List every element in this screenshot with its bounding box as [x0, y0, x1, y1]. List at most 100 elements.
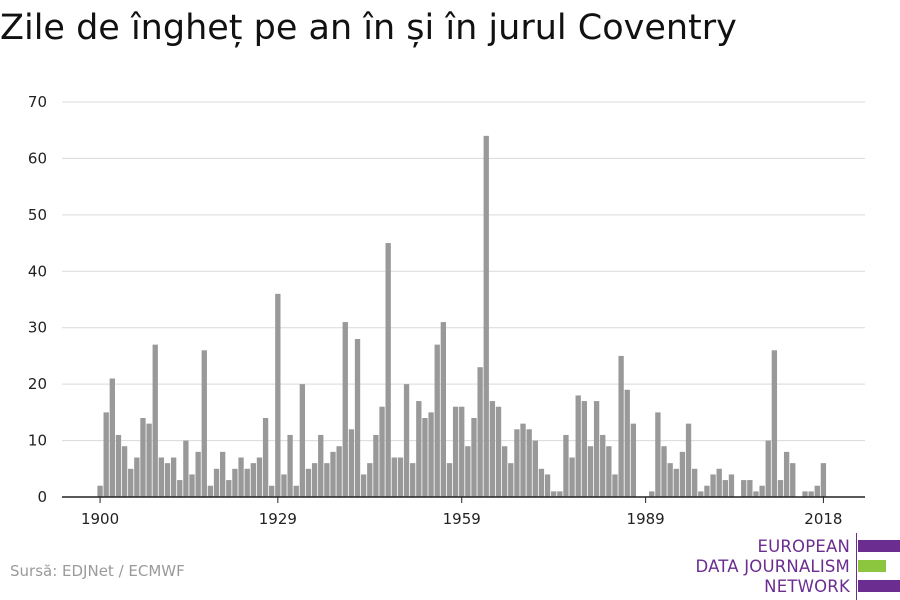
bar-1928[interactable] — [269, 485, 275, 497]
bar-2018[interactable] — [820, 463, 827, 497]
bar-1967[interactable] — [508, 463, 514, 497]
bar-1908[interactable] — [146, 423, 152, 497]
bar-1973[interactable] — [544, 474, 551, 497]
bar-1976[interactable] — [563, 434, 569, 497]
bar-1994[interactable] — [673, 468, 679, 497]
bar-1923[interactable] — [238, 457, 244, 498]
bar-1944[interactable] — [367, 463, 373, 497]
bar-2007[interactable] — [753, 491, 759, 497]
bar-1906[interactable] — [134, 457, 140, 498]
bar-2011[interactable] — [777, 480, 784, 497]
bar-2006[interactable] — [747, 480, 753, 497]
bar-1970[interactable] — [526, 429, 532, 497]
bar-1980[interactable] — [587, 446, 594, 497]
bar-1972[interactable] — [538, 468, 545, 497]
bar-2012[interactable] — [783, 451, 790, 497]
bar-1961[interactable] — [471, 418, 477, 497]
bar-1990[interactable] — [649, 491, 655, 497]
bar-1945[interactable] — [373, 434, 379, 497]
bar-1995[interactable] — [679, 451, 686, 497]
bar-2013[interactable] — [790, 463, 796, 497]
bar-1942[interactable] — [354, 339, 361, 497]
bar-1971[interactable] — [532, 440, 538, 497]
bar-1953[interactable] — [422, 418, 428, 497]
bar-1984[interactable] — [612, 474, 618, 497]
bar-1979[interactable] — [581, 401, 587, 497]
bar-1932[interactable] — [293, 485, 299, 497]
bar-1947[interactable] — [385, 243, 391, 497]
bar-1949[interactable] — [397, 457, 404, 498]
bar-1933[interactable] — [299, 384, 306, 497]
bar-1946[interactable] — [379, 406, 385, 497]
bar-1921[interactable] — [226, 480, 232, 497]
bar-1900[interactable] — [97, 485, 103, 497]
bar-1952[interactable] — [416, 401, 422, 497]
bar-1912[interactable] — [170, 457, 177, 498]
bar-1985[interactable] — [618, 355, 624, 497]
bar-1963[interactable] — [483, 135, 489, 498]
bar-1951[interactable] — [410, 463, 416, 497]
bar-1902[interactable] — [109, 378, 115, 498]
bar-1922[interactable] — [232, 468, 238, 497]
bar-1966[interactable] — [501, 446, 508, 497]
bar-1958[interactable] — [452, 406, 459, 497]
bar-1915[interactable] — [189, 474, 195, 497]
bar-1941[interactable] — [348, 429, 355, 497]
bar-1993[interactable] — [667, 463, 673, 497]
bar-1909[interactable] — [152, 344, 158, 497]
bar-2016[interactable] — [808, 491, 814, 497]
bar-1940[interactable] — [342, 322, 348, 497]
bar-1964[interactable] — [489, 401, 496, 497]
bar-1975[interactable] — [557, 491, 563, 497]
bar-1986[interactable] — [624, 389, 630, 497]
bar-1919[interactable] — [213, 468, 220, 497]
bar-1901[interactable] — [103, 412, 109, 497]
bar-1916[interactable] — [195, 451, 201, 497]
bar-1926[interactable] — [256, 457, 263, 498]
bar-2003[interactable] — [728, 474, 735, 497]
bar-2005[interactable] — [741, 480, 747, 497]
bar-2008[interactable] — [759, 485, 765, 497]
bar-1913[interactable] — [177, 480, 183, 497]
bar-2009[interactable] — [765, 440, 771, 497]
bar-1914[interactable] — [183, 440, 189, 497]
bar-1962[interactable] — [477, 367, 483, 497]
bar-1996[interactable] — [685, 423, 692, 497]
bar-1948[interactable] — [391, 457, 397, 498]
bar-1955[interactable] — [434, 344, 440, 497]
bar-1934[interactable] — [305, 468, 312, 497]
bar-1999[interactable] — [704, 485, 710, 497]
bar-1954[interactable] — [428, 412, 434, 497]
bar-1991[interactable] — [655, 412, 661, 497]
bar-2015[interactable] — [802, 491, 808, 497]
bar-1918[interactable] — [207, 485, 214, 497]
bar-1992[interactable] — [661, 446, 667, 497]
bar-1924[interactable] — [244, 468, 250, 497]
bar-1930[interactable] — [281, 474, 287, 497]
bar-1943[interactable] — [360, 474, 367, 497]
bar-1903[interactable] — [115, 434, 122, 497]
bar-2002[interactable] — [722, 480, 728, 497]
bar-1905[interactable] — [128, 468, 134, 497]
bar-1965[interactable] — [495, 406, 502, 497]
bar-1910[interactable] — [158, 457, 165, 498]
bar-1929[interactable] — [275, 293, 281, 497]
bar-1983[interactable] — [606, 446, 612, 497]
bar-1937[interactable] — [324, 463, 330, 497]
bar-1968[interactable] — [514, 429, 520, 497]
bar-2001[interactable] — [716, 468, 722, 497]
bar-1950[interactable] — [403, 384, 410, 497]
bar-1917[interactable] — [201, 350, 207, 497]
bar-1935[interactable] — [311, 463, 318, 497]
bar-1925[interactable] — [250, 463, 256, 497]
bar-1956[interactable] — [440, 322, 447, 497]
bar-1904[interactable] — [121, 446, 128, 497]
bar-1998[interactable] — [698, 491, 704, 497]
bar-1978[interactable] — [575, 395, 581, 497]
bar-1987[interactable] — [630, 423, 637, 497]
bar-1969[interactable] — [520, 423, 526, 497]
bar-2017[interactable] — [814, 485, 820, 497]
bar-1981[interactable] — [593, 401, 600, 497]
bar-1960[interactable] — [465, 446, 471, 497]
bar-1931[interactable] — [287, 434, 293, 497]
